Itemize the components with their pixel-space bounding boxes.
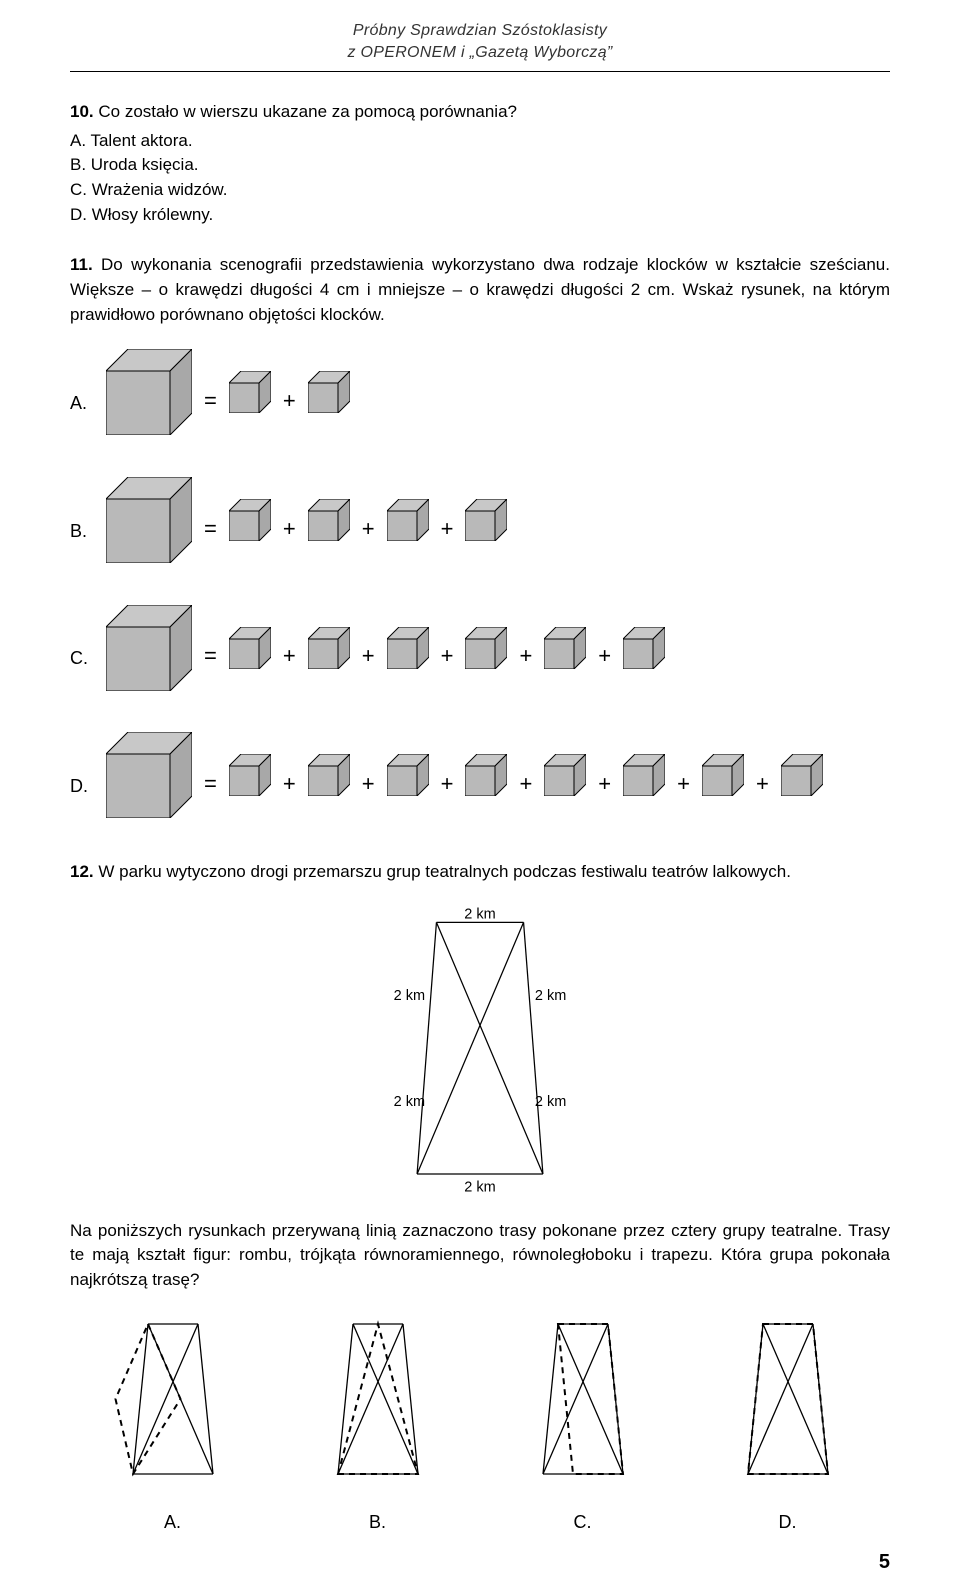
cube-row-label: C. (70, 631, 106, 671)
q10-answer-b: B. Uroda księcia. (70, 153, 890, 178)
trapezoid-icon (713, 1314, 863, 1489)
plus-symbol: + (283, 758, 296, 800)
small-cube-icon (465, 499, 507, 549)
plus-symbol: + (362, 630, 375, 672)
question-10-number: 10. (70, 102, 94, 121)
triangle-icon (303, 1314, 453, 1489)
q10-answer-a: A. Talent aktora. (70, 129, 890, 154)
park-diagram: 2 km 2 km 2 km 2 km 2 km 2 km (70, 903, 890, 1203)
plus-symbol: + (519, 758, 532, 800)
cube-equation-rows: A. = + B. = + + + C. = + (70, 349, 890, 826)
answer-shape-trapezoid: D. (713, 1314, 863, 1535)
header-line-1: Próbny Sprawdzian Szóstoklasisty (70, 20, 890, 42)
small-cube-icon (702, 754, 744, 804)
question-12-text: 12. W parku wytyczono drogi przemarszu g… (70, 860, 890, 885)
answer-shape-rhombus: A. (98, 1314, 248, 1535)
answer-shapes-row: A. B. C. D. (70, 1314, 890, 1535)
question-10: 10. Co zostało w wierszu ukazane za pomo… (70, 100, 890, 227)
question-12-number: 12. (70, 862, 94, 881)
answer-shape-label: B. (369, 1509, 386, 1535)
q10-answer-d: D. Włosy królewny. (70, 203, 890, 228)
equals-symbol: = (204, 758, 217, 800)
rhombus-icon (98, 1314, 248, 1489)
small-cube-icon (387, 754, 429, 804)
big-cube-icon (106, 732, 192, 826)
header-line-2: z OPERONEM i „Gazetą Wyborczą” (70, 42, 890, 64)
plus-symbol: + (598, 630, 611, 672)
small-cube-icon (308, 754, 350, 804)
plus-symbol: + (677, 758, 690, 800)
plus-symbol: + (441, 630, 454, 672)
cube-row-label: D. (70, 759, 106, 799)
question-11-text: 11. Do wykonania scenografii przedstawie… (70, 253, 890, 327)
small-cube-icon (229, 499, 271, 549)
cube-row: C. = + + + + + (70, 605, 890, 699)
equals-symbol: = (204, 375, 217, 417)
plus-symbol: + (283, 630, 296, 672)
svg-text:2 km: 2 km (535, 1094, 566, 1110)
small-cube-icon (308, 499, 350, 549)
small-cube-icon (465, 754, 507, 804)
equals-symbol: = (204, 503, 217, 545)
question-10-answers: A. Talent aktora. B. Uroda księcia. C. W… (70, 129, 890, 228)
question-10-body: Co zostało w wierszu ukazane za pomocą p… (98, 102, 517, 121)
cube-row: A. = + (70, 349, 890, 443)
small-cube-icon (623, 627, 665, 677)
svg-text:2 km: 2 km (394, 987, 425, 1003)
answer-shape-parallelogram: C. (508, 1314, 658, 1535)
small-cube-icon (781, 754, 823, 804)
question-11-body: Do wykonania scenografii przedstawienia … (70, 255, 890, 323)
small-cube-icon (623, 754, 665, 804)
big-cube-icon (106, 349, 192, 443)
small-cube-icon (465, 627, 507, 677)
question-11: 11. Do wykonania scenografii przedstawie… (70, 253, 890, 825)
q10-answer-c: C. Wrażenia widzów. (70, 178, 890, 203)
park-diagram-svg: 2 km 2 km 2 km 2 km 2 km 2 km (355, 903, 605, 1203)
small-cube-icon (387, 499, 429, 549)
small-cube-icon (229, 371, 271, 421)
big-cube-icon (106, 477, 192, 571)
question-11-number: 11. (70, 255, 93, 274)
cube-row: D. = + + + + + + + (70, 732, 890, 826)
question-10-text: 10. Co zostało w wierszu ukazane za pomo… (70, 100, 890, 125)
small-cube-icon (544, 627, 586, 677)
plus-symbol: + (362, 503, 375, 545)
plus-symbol: + (756, 758, 769, 800)
plus-symbol: + (283, 375, 296, 417)
cube-row: B. = + + + (70, 477, 890, 571)
small-cube-icon (308, 371, 350, 421)
small-cube-icon (308, 627, 350, 677)
small-cube-icon (544, 754, 586, 804)
svg-text:2 km: 2 km (535, 987, 566, 1003)
plus-symbol: + (283, 503, 296, 545)
answer-shape-triangle: B. (303, 1314, 453, 1535)
parallelogram-icon (508, 1314, 658, 1489)
cube-row-label: A. (70, 376, 106, 416)
plus-symbol: + (441, 758, 454, 800)
plus-symbol: + (362, 758, 375, 800)
question-12-footer: Na poniższych rysunkach przerywaną linią… (70, 1219, 890, 1293)
svg-text:2 km: 2 km (394, 1094, 425, 1110)
page-header: Próbny Sprawdzian Szóstoklasisty z OPERO… (70, 20, 890, 72)
big-cube-icon (106, 605, 192, 699)
svg-text:2 km: 2 km (464, 906, 495, 922)
svg-text:2 km: 2 km (464, 1179, 495, 1195)
equals-symbol: = (204, 630, 217, 672)
small-cube-icon (387, 627, 429, 677)
plus-symbol: + (519, 630, 532, 672)
plus-symbol: + (441, 503, 454, 545)
small-cube-icon (229, 754, 271, 804)
question-12-intro: W parku wytyczono drogi przemarszu grup … (98, 862, 791, 881)
answer-shape-label: A. (164, 1509, 181, 1535)
exam-page: Próbny Sprawdzian Szóstoklasisty z OPERO… (0, 0, 960, 1592)
cube-row-label: B. (70, 504, 106, 544)
answer-shape-label: D. (779, 1509, 797, 1535)
page-number: 5 (879, 1551, 890, 1574)
answer-shape-label: C. (574, 1509, 592, 1535)
plus-symbol: + (598, 758, 611, 800)
small-cube-icon (229, 627, 271, 677)
question-12: 12. W parku wytyczono drogi przemarszu g… (70, 860, 890, 1536)
